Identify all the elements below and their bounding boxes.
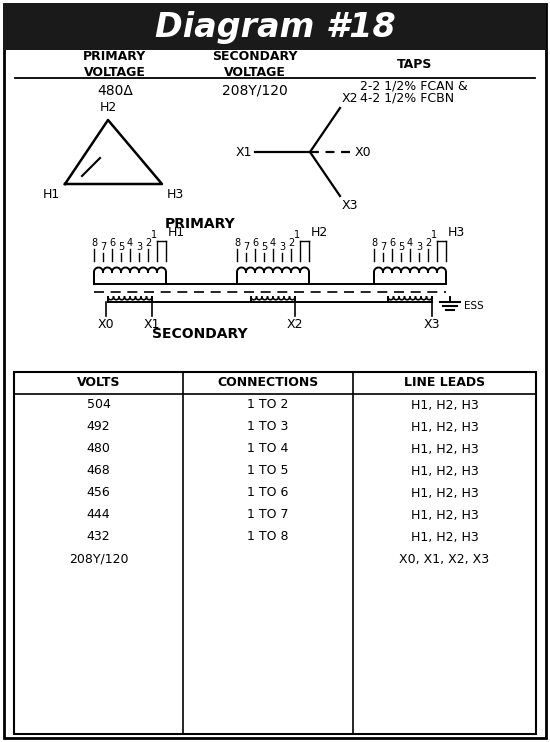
Text: CONNECTIONS: CONNECTIONS	[217, 376, 318, 390]
Bar	[4, 4, 546, 50]
Text: 4: 4	[407, 238, 413, 248]
Text: X0, X1, X2, X3: X0, X1, X2, X3	[399, 553, 490, 565]
Text: TAPS: TAPS	[397, 57, 433, 70]
Text: 1 TO 8: 1 TO 8	[248, 531, 289, 543]
Text: 1: 1	[294, 230, 300, 240]
Text: 2-2 1/2% FCAN &: 2-2 1/2% FCAN &	[360, 79, 468, 93]
Text: H3: H3	[167, 188, 184, 201]
Text: 1 TO 4: 1 TO 4	[248, 442, 289, 456]
Text: 492: 492	[87, 421, 111, 433]
Text: SECONDARY: SECONDARY	[152, 326, 248, 341]
Text: H2: H2	[100, 101, 117, 114]
Text: 1: 1	[151, 230, 157, 240]
Text: ESS: ESS	[464, 301, 484, 311]
Text: H3: H3	[448, 226, 465, 239]
Text: 6: 6	[252, 238, 258, 248]
Text: VOLTS: VOLTS	[77, 376, 120, 390]
Text: PRIMARY: PRIMARY	[164, 217, 235, 231]
Text: 8: 8	[234, 238, 240, 248]
Text: X1: X1	[144, 318, 160, 331]
Text: X0: X0	[355, 145, 372, 159]
Text: 4: 4	[127, 238, 133, 248]
Text: 7: 7	[380, 242, 386, 252]
Text: 8: 8	[371, 238, 377, 248]
Text: H1, H2, H3: H1, H2, H3	[411, 398, 478, 412]
Text: 7: 7	[243, 242, 249, 252]
Text: 208Y/120: 208Y/120	[69, 553, 128, 565]
Text: X2: X2	[342, 92, 359, 105]
Text: 2: 2	[288, 238, 294, 248]
Text: 480: 480	[86, 442, 111, 456]
Text: H1, H2, H3: H1, H2, H3	[411, 464, 478, 478]
Text: 8: 8	[91, 238, 97, 248]
Text: 1 TO 7: 1 TO 7	[248, 508, 289, 522]
Text: H1, H2, H3: H1, H2, H3	[411, 531, 478, 543]
Text: 6: 6	[389, 238, 395, 248]
Text: 456: 456	[87, 487, 111, 499]
Text: 1: 1	[431, 230, 437, 240]
Text: 3: 3	[279, 242, 285, 252]
Text: H1: H1	[168, 226, 185, 239]
Text: 3: 3	[136, 242, 142, 252]
Text: Diagram #18: Diagram #18	[155, 10, 395, 44]
Text: X0: X0	[98, 318, 114, 331]
Text: H1, H2, H3: H1, H2, H3	[411, 508, 478, 522]
Text: PRIMARY
VOLTAGE: PRIMARY VOLTAGE	[84, 50, 147, 79]
Text: 5: 5	[261, 242, 267, 252]
Text: SECONDARY
VOLTAGE: SECONDARY VOLTAGE	[212, 50, 298, 79]
Text: 504: 504	[86, 398, 111, 412]
Text: H1: H1	[43, 188, 60, 201]
Text: X3: X3	[424, 318, 440, 331]
Text: 1 TO 5: 1 TO 5	[248, 464, 289, 478]
Bar	[14, 372, 536, 734]
Text: 1 TO 3: 1 TO 3	[248, 421, 289, 433]
Text: H1, H2, H3: H1, H2, H3	[411, 421, 478, 433]
Text: 1 TO 6: 1 TO 6	[248, 487, 289, 499]
Text: H1, H2, H3: H1, H2, H3	[411, 442, 478, 456]
Text: 444: 444	[87, 508, 111, 522]
Text: 432: 432	[87, 531, 111, 543]
Text: H2: H2	[311, 226, 328, 239]
Text: 3: 3	[416, 242, 422, 252]
Text: 468: 468	[87, 464, 111, 478]
Text: 5: 5	[398, 242, 404, 252]
Text: 2: 2	[425, 238, 431, 248]
Text: 5: 5	[118, 242, 124, 252]
Text: 4: 4	[270, 238, 276, 248]
Text: 1 TO 2: 1 TO 2	[248, 398, 289, 412]
Text: X1: X1	[235, 145, 252, 159]
Text: 4-2 1/2% FCBN: 4-2 1/2% FCBN	[360, 91, 454, 105]
Text: 480Δ: 480Δ	[97, 84, 133, 98]
Text: 208Y/120: 208Y/120	[222, 84, 288, 98]
Text: X3: X3	[342, 199, 359, 212]
Text: X2: X2	[287, 318, 303, 331]
Text: H1, H2, H3: H1, H2, H3	[411, 487, 478, 499]
Text: 2: 2	[145, 238, 151, 248]
Text: 6: 6	[109, 238, 115, 248]
Text: 7: 7	[100, 242, 106, 252]
Text: LINE LEADS: LINE LEADS	[404, 376, 485, 390]
